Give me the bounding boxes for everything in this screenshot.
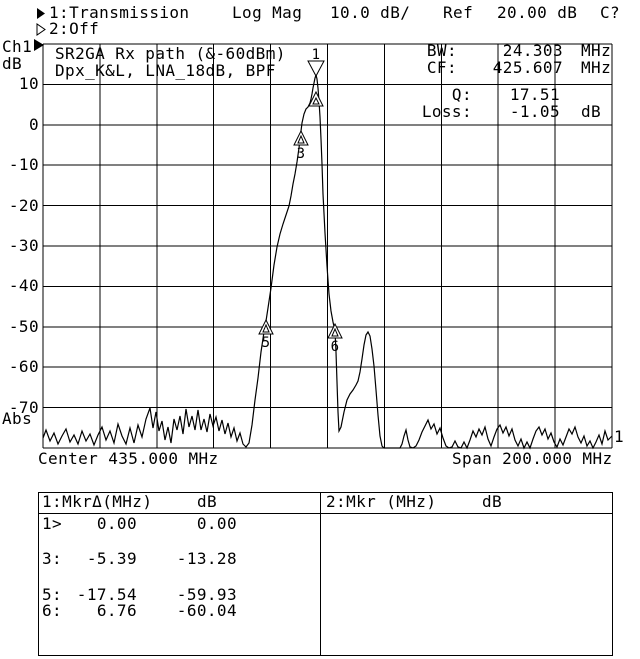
marker-id: 6: — [42, 601, 63, 620]
bw-value: 24.303 — [502, 41, 563, 60]
cf-value: 425.607 — [492, 58, 563, 77]
marker-table-header-rule — [39, 513, 612, 514]
marker-3: 3 — [293, 129, 309, 162]
cf-unit: MHz — [581, 58, 612, 77]
marker-table-1-unit: dB — [197, 492, 218, 511]
bw-unit: MHz — [581, 41, 612, 60]
y-tick--10: -10 — [8, 155, 39, 174]
marker-db: -60.04 — [176, 601, 237, 620]
svg-text:3: 3 — [297, 146, 306, 162]
loss-unit: dB — [581, 102, 602, 121]
span-label: Span 200.000 MHz — [452, 449, 613, 468]
trace-scale: 10.0 dB/ — [330, 3, 411, 22]
trace2-label: 2:Off — [49, 19, 100, 38]
marker-table-2-title: 2:Mkr (MHz) — [326, 492, 437, 511]
marker-5: 5 — [258, 318, 274, 351]
scale-mode-label: Abs — [2, 409, 33, 428]
y-tick-0: 0 — [28, 115, 39, 134]
trace-end-number: 1 — [614, 427, 625, 446]
marker-delta-mhz: 6.76 — [96, 601, 137, 620]
y-tick--20: -20 — [8, 196, 39, 215]
trace2-inactive-icon — [36, 23, 46, 36]
y-tick--40: -40 — [8, 276, 39, 295]
loss-label: Loss: — [421, 102, 472, 121]
trace1-label: 1:Transmission — [49, 3, 190, 22]
marker-delta-mhz: -5.39 — [86, 549, 137, 568]
q-value: 17.51 — [509, 85, 560, 104]
trace1-active-icon — [36, 7, 46, 20]
channel-label: Ch1 — [2, 37, 33, 56]
title-line-1: SR2GA Rx path (&-60dBm) — [55, 44, 286, 63]
cal-status: C? — [600, 3, 621, 22]
marker-table-box — [38, 492, 613, 656]
loss-value: -1.05 — [509, 102, 560, 121]
marker-table-divider — [320, 493, 321, 655]
marker-id: 3: — [42, 549, 63, 568]
marker-db: -59.93 — [176, 585, 237, 604]
q-label: Q: — [451, 85, 472, 104]
axis-unit-label: dB — [2, 54, 23, 73]
marker-db: -13.28 — [176, 549, 237, 568]
marker-1: 1 — [307, 47, 325, 107]
svg-text:5: 5 — [262, 335, 271, 351]
ref-level-indicator-icon — [34, 39, 44, 51]
trace-format: Log Mag — [232, 3, 303, 22]
graticule — [42, 43, 613, 449]
y-tick--70: -70 — [8, 398, 39, 417]
trace-1 — [42, 72, 613, 450]
ref-value: 20.00 dB — [497, 3, 578, 22]
y-tick-10: 10 — [18, 74, 39, 93]
svg-text:6: 6 — [331, 339, 340, 355]
marker-table-2-unit: dB — [482, 492, 503, 511]
y-tick--60: -60 — [8, 357, 39, 376]
center-frequency-label: Center 435.000 MHz — [38, 449, 219, 468]
marker-id: 1> — [42, 514, 63, 533]
marker-6: 6 — [327, 322, 343, 355]
marker-table-1-title: 1:MkrΔ(MHz) — [42, 492, 153, 511]
y-tick--50: -50 — [8, 317, 39, 336]
marker-id: 5: — [42, 585, 63, 604]
y-tick--30: -30 — [8, 236, 39, 255]
svg-text:1: 1 — [312, 47, 321, 63]
ref-label: Ref — [443, 3, 474, 22]
cf-label: CF: — [426, 58, 457, 77]
marker-delta-mhz: -17.54 — [76, 585, 137, 604]
title-line-2: Dpx_K&L, LNA_18dB, BPF — [55, 61, 276, 80]
marker-delta-mhz: 0.00 — [96, 514, 137, 533]
bw-label: BW: — [426, 41, 457, 60]
marker-db: 0.00 — [196, 514, 237, 533]
